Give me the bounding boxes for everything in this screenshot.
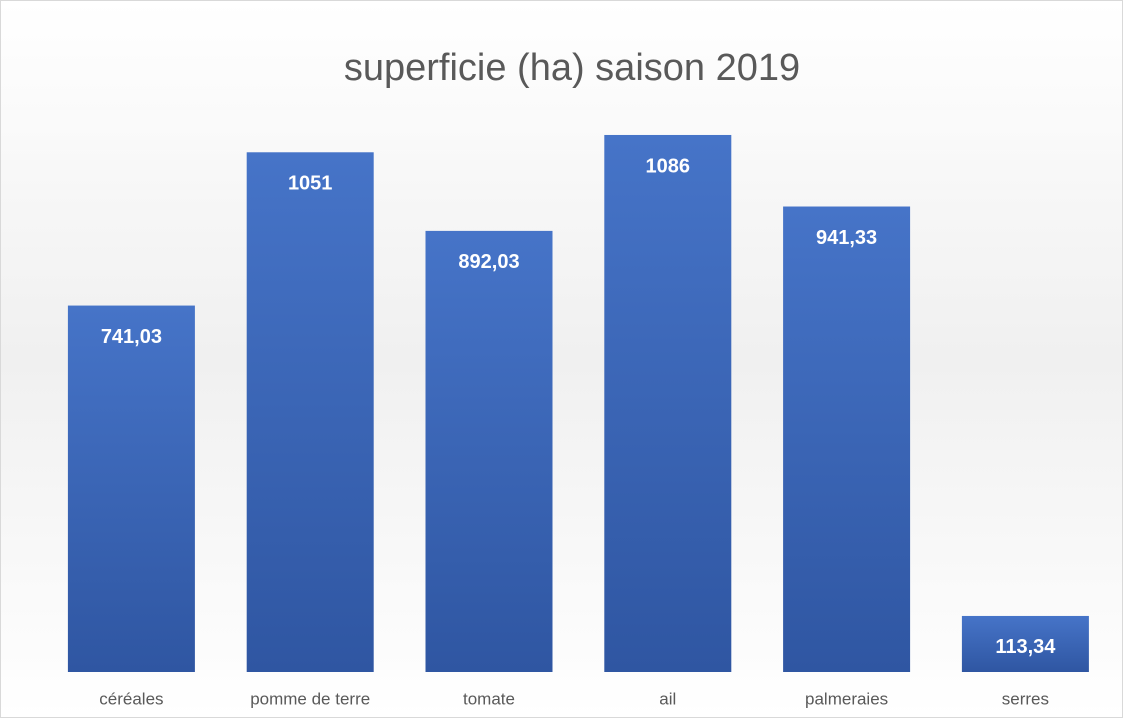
value-label: 113,34 [995,636,1056,658]
x-tick-label: palmeraies [805,689,888,708]
value-label: 1086 [646,155,691,177]
bar [961,615,1089,672]
value-label: 941,33 [816,227,877,249]
x-tick-label: serres [1002,689,1049,708]
value-label: 741,03 [101,326,162,348]
bar [246,152,374,672]
x-tick-label: céréales [99,689,163,708]
value-label: 1051 [288,173,333,195]
bar [67,305,195,672]
bar [783,206,911,672]
x-tick-label: tomate [463,689,515,708]
x-tick-label: ail [659,689,676,708]
bar [425,230,553,672]
value-label: 892,03 [458,251,519,273]
chart-title: superficie (ha) saison 2019 [344,47,800,89]
x-tick-label: pomme de terre [250,689,370,708]
bar [604,134,732,672]
